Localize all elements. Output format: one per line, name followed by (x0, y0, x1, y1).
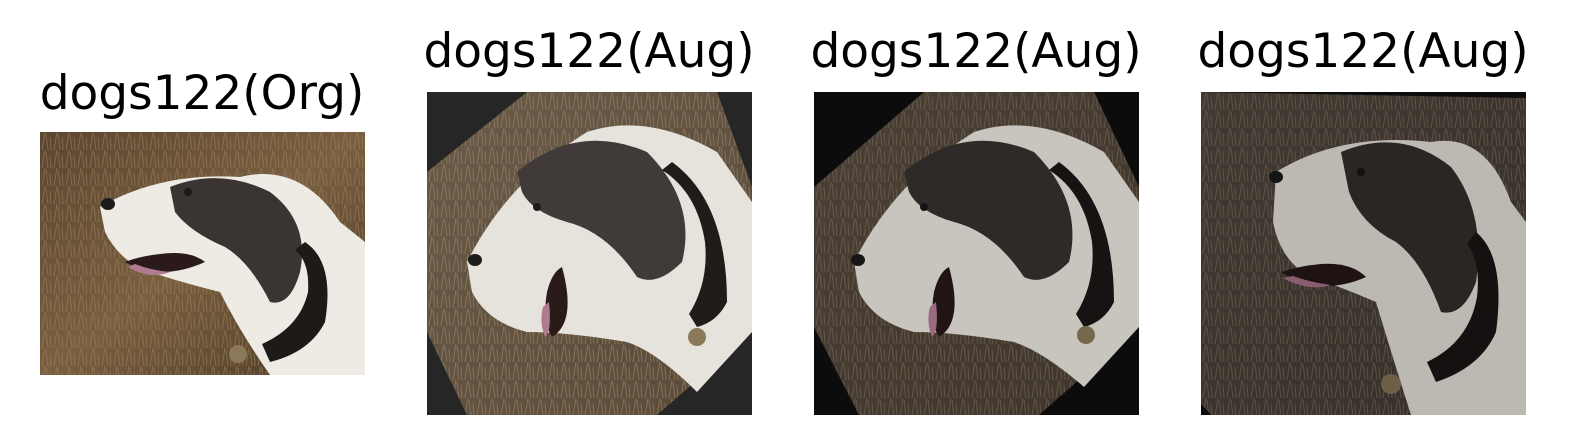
dog-image (427, 92, 752, 415)
dog-photo-augmented-3 (1201, 92, 1526, 415)
panel-augmented-2: dogs122(Aug) (810, 28, 1142, 416)
panel-title: dogs122(Aug) (1197, 24, 1529, 79)
panel-augmented-1: dogs122(Aug) (423, 28, 755, 416)
panel-original: dogs122(Org) (40, 70, 365, 375)
dog-image (1201, 92, 1526, 415)
panel-title: dogs122(Aug) (810, 24, 1142, 79)
dog-photo-original (40, 132, 365, 375)
dog-photo-augmented-1 (427, 92, 752, 415)
dog-image (814, 92, 1139, 415)
panel-augmented-3: dogs122(Aug) (1197, 28, 1529, 416)
dog-photo-augmented-2 (814, 92, 1139, 415)
dog-image (40, 132, 365, 375)
panel-title: dogs122(Aug) (423, 24, 755, 79)
panel-title: dogs122(Org) (39, 66, 365, 121)
